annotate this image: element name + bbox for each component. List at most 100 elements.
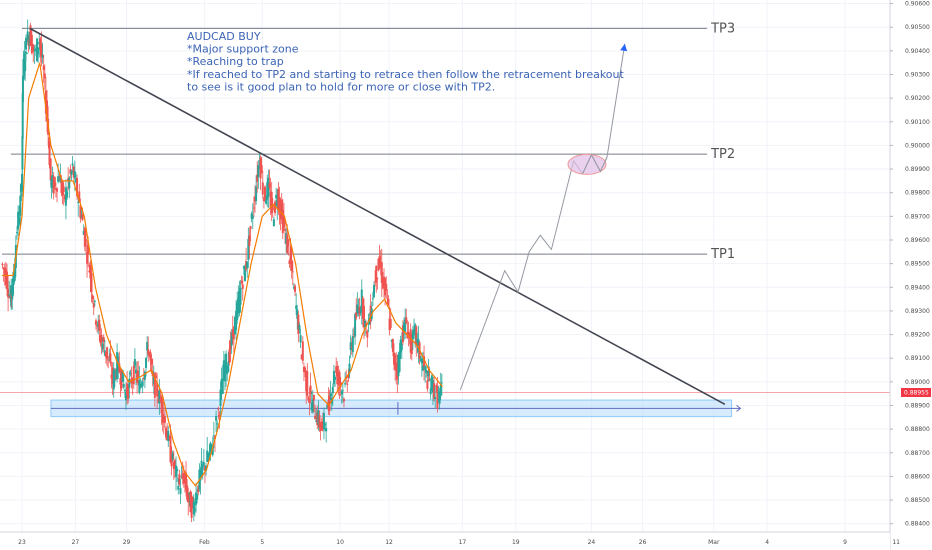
candle-body bbox=[289, 246, 292, 261]
candle-body bbox=[391, 339, 394, 352]
candle-body bbox=[97, 321, 100, 328]
candle-body bbox=[73, 171, 76, 178]
candle-body bbox=[375, 265, 378, 283]
candle-body bbox=[168, 437, 171, 439]
candle-body bbox=[320, 421, 323, 431]
candle-body bbox=[86, 252, 89, 264]
candle-body bbox=[205, 465, 208, 471]
candle-body bbox=[231, 329, 234, 337]
candle-body bbox=[177, 485, 180, 490]
candle-body bbox=[219, 389, 222, 407]
candle-body bbox=[226, 367, 229, 374]
candle-body bbox=[408, 332, 411, 339]
candle-body bbox=[59, 175, 62, 183]
candle-body bbox=[195, 492, 198, 505]
projection-arrow-head bbox=[620, 43, 628, 52]
candle-body bbox=[163, 416, 166, 423]
y-tick-label: 0.90500 bbox=[905, 24, 930, 31]
candle-body bbox=[371, 298, 374, 300]
candle-body bbox=[440, 382, 443, 384]
candle-body bbox=[437, 391, 440, 393]
candle-body bbox=[316, 412, 319, 426]
candle-body bbox=[173, 460, 176, 468]
candle-body bbox=[410, 337, 413, 355]
x-tick-label: Mar bbox=[708, 539, 720, 546]
candle-body bbox=[322, 412, 325, 430]
candle-body bbox=[325, 427, 328, 432]
candle-body bbox=[421, 365, 424, 371]
candle-body bbox=[5, 271, 8, 290]
candle-body bbox=[208, 451, 211, 459]
y-tick-label: 0.90200 bbox=[905, 95, 930, 102]
candle-body bbox=[215, 415, 218, 421]
candle-body bbox=[240, 280, 243, 284]
candle-body bbox=[350, 346, 353, 348]
candle-body bbox=[269, 191, 272, 209]
candle-body bbox=[304, 367, 307, 373]
y-tick-label: 0.89700 bbox=[905, 213, 930, 220]
candle-body bbox=[84, 239, 87, 241]
candle-body bbox=[206, 450, 209, 462]
candle-body bbox=[225, 353, 228, 375]
candle-body bbox=[109, 353, 112, 364]
candle-body bbox=[309, 385, 312, 395]
candle-body bbox=[340, 391, 343, 395]
candle-body bbox=[360, 289, 363, 311]
annotation-line: *Reaching to trap bbox=[187, 55, 284, 68]
candle-body bbox=[142, 377, 145, 380]
candle-body bbox=[344, 383, 347, 385]
candle-body bbox=[390, 339, 393, 342]
x-tick-label: 23 bbox=[18, 539, 26, 546]
candle-body bbox=[405, 317, 408, 324]
candle-body bbox=[42, 65, 45, 70]
candle-body bbox=[74, 178, 77, 183]
candle-body bbox=[48, 141, 51, 166]
candle-body bbox=[314, 415, 317, 419]
candle-body bbox=[49, 158, 52, 181]
candle-body bbox=[312, 394, 315, 401]
candle-body bbox=[265, 199, 268, 204]
candle-body bbox=[355, 312, 358, 318]
candle-body bbox=[326, 404, 329, 410]
candle-body bbox=[104, 351, 107, 358]
candle-body bbox=[159, 399, 162, 402]
candle-body bbox=[196, 494, 199, 500]
candle-body bbox=[411, 330, 414, 340]
candle-body bbox=[357, 307, 360, 314]
candle-body bbox=[287, 239, 290, 247]
candle-body bbox=[387, 298, 390, 306]
candle-body bbox=[376, 278, 379, 280]
candle-body bbox=[8, 294, 11, 296]
candle-body bbox=[216, 423, 219, 425]
candle-body bbox=[185, 472, 188, 491]
y-tick-label: 0.88900 bbox=[905, 403, 930, 410]
candle-body bbox=[248, 235, 251, 247]
y-tick-label: 0.89400 bbox=[905, 284, 930, 291]
candle-body bbox=[4, 268, 7, 286]
candle-body bbox=[354, 314, 357, 337]
candle-body bbox=[238, 291, 241, 314]
y-tick-label: 0.89600 bbox=[905, 237, 930, 244]
candle-body bbox=[420, 358, 423, 364]
candle-body bbox=[280, 199, 283, 214]
candle-body bbox=[258, 165, 261, 167]
candle-body bbox=[380, 262, 383, 284]
candle-body bbox=[126, 383, 129, 396]
candle-body bbox=[123, 390, 126, 392]
candle-body bbox=[12, 274, 15, 285]
candle-body bbox=[409, 329, 412, 353]
candle-body bbox=[110, 374, 113, 379]
candle-body bbox=[425, 369, 428, 373]
candle-body bbox=[332, 370, 335, 384]
candle-body bbox=[329, 393, 332, 397]
candle-body bbox=[15, 232, 18, 234]
candle-body bbox=[341, 390, 344, 392]
candle-body bbox=[118, 363, 121, 373]
candle-body bbox=[435, 385, 438, 387]
candle-body bbox=[404, 319, 407, 332]
candle-body bbox=[63, 195, 66, 200]
annotation-line: *If reached to TP2 and starting to retra… bbox=[187, 68, 625, 81]
candle-body bbox=[239, 287, 242, 305]
